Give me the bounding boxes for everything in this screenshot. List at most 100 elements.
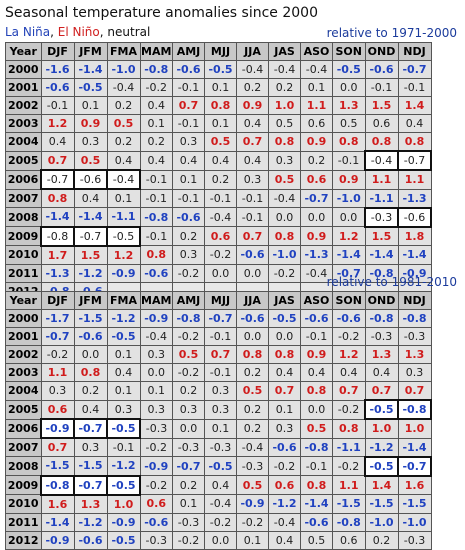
anomaly-cell: 0.1 — [172, 169, 205, 190]
anomaly-cell: 0.4 — [397, 114, 432, 133]
anomaly-cell: 0.1 — [139, 381, 173, 401]
column-header-jfm: JFM — [73, 291, 108, 310]
anomaly-cell: 0.3 — [172, 399, 205, 420]
anomaly-cell: -1.3 — [40, 263, 75, 283]
anomaly-cell: -0.8 — [172, 309, 205, 328]
anomaly-cell: -0.7 — [397, 150, 432, 171]
year-cell: 2003 — [5, 363, 42, 382]
anomaly-cell: -1.6 — [40, 60, 75, 79]
column-header-ond: OND — [364, 42, 399, 61]
anomaly-cell: 0.2 — [106, 132, 141, 152]
column-header-jja: JJA — [236, 291, 269, 310]
anomaly-cell: 0.1 — [236, 530, 269, 550]
column-header-amj: AMJ — [172, 42, 205, 61]
year-cell: 2009 — [5, 226, 42, 246]
column-header-year: Year — [5, 42, 42, 61]
anomaly-cell: 0.8 — [300, 381, 333, 401]
anomaly-cell: 0.0 — [268, 327, 301, 346]
anomaly-cell: -0.4 — [300, 60, 333, 79]
reference-period-label-2: relative to 1981-2010 — [326, 275, 457, 289]
anomaly-cell: 0.8 — [332, 132, 366, 152]
anomaly-cell: -0.6 — [332, 309, 366, 328]
anomaly-cell: 0.3 — [397, 363, 432, 382]
anomaly-cell: 0.1 — [204, 78, 237, 97]
anomaly-cell: -0.6 — [364, 60, 399, 79]
anomaly-cell: -0.1 — [139, 188, 173, 208]
anomaly-cell: 0.2 — [172, 381, 205, 401]
anomaly-cell: -0.3 — [397, 530, 432, 550]
anomaly-cell: 0.3 — [40, 381, 75, 401]
anomaly-cell: 1.0 — [397, 418, 432, 439]
table-row: 2006 -0.7 -0.6 -0.4 -0.1 0.1 0.2 0.3 0.5 0.6 0.9 1.… — [5, 169, 432, 190]
anomaly-cell: -0.8 — [332, 512, 366, 532]
anomaly-cell: 0.0 — [300, 399, 333, 420]
anomaly-cell: 0.4 — [73, 399, 108, 420]
anomaly-cell: -0.7 — [397, 455, 432, 477]
anomaly-cell: -0.3 — [364, 206, 399, 228]
anomaly-cell: -0.2 — [268, 263, 301, 283]
anomaly-cell: -0.2 — [139, 437, 173, 457]
anomaly-cell: -0.5 — [106, 225, 141, 247]
anomaly-cell: -1.0 — [397, 512, 432, 532]
anomaly-cell: 0.3 — [73, 132, 108, 152]
anomaly-cell: -1.4 — [332, 245, 366, 265]
anomaly-cell: -0.8 — [364, 309, 399, 328]
anomaly-cell: 0.8 — [332, 418, 366, 439]
anomaly-cell: -0.3 — [397, 327, 432, 346]
year-cell: 2010 — [5, 245, 42, 265]
anomaly-cell: -0.1 — [204, 363, 237, 382]
anomaly-cell: 0.7 — [364, 381, 399, 401]
anomaly-cell: 0.9 — [300, 345, 333, 364]
anomaly-cell: -0.8 — [40, 474, 75, 496]
anomaly-cell: 0.9 — [332, 169, 366, 190]
anomaly-cell: 1.3 — [332, 96, 366, 115]
anomaly-cell: -0.6 — [236, 309, 269, 328]
anomaly-cell: -1.0 — [332, 188, 366, 208]
anomaly-cell: -1.0 — [106, 60, 141, 79]
anomaly-cell: -1.5 — [40, 456, 75, 476]
table-row: 2003 1.1 0.8 0.4 0.0 -0.2 -0.1 0.2 0.4 0.4 0.4 0.4 0… — [5, 363, 432, 382]
anomaly-cell: 0.8 — [139, 245, 173, 265]
anomaly-cell: 0.7 — [397, 381, 432, 401]
anomaly-cell: -0.4 — [106, 169, 141, 190]
anomaly-cell: -0.2 — [236, 512, 269, 532]
anomaly-cell: -0.8 — [139, 60, 173, 79]
anomaly-cell: -0.6 — [300, 309, 333, 328]
anomaly-cell: 0.5 — [73, 150, 108, 171]
anomaly-cell: 1.3 — [397, 345, 432, 364]
table-row: 2000 -1.6 -1.4 -1.0 -0.8 -0.6 -0.5 -0.4 -0.4 -0.4… — [5, 60, 432, 79]
anomaly-cell: -0.4 — [268, 188, 301, 208]
anomaly-cell: 0.3 — [139, 399, 173, 420]
anomaly-cell: -1.5 — [332, 494, 366, 514]
anomaly-cell: 0.1 — [268, 399, 301, 420]
page-title: Seasonal temperature anomalies since 200… — [5, 5, 318, 21]
anomaly-cell: 0.6 — [139, 494, 173, 514]
anomaly-cell: 0.2 — [236, 78, 269, 97]
anomaly-cell: -0.4 — [236, 437, 269, 457]
anomaly-cell: 0.7 — [332, 381, 366, 401]
anomaly-cell: -0.5 — [268, 309, 301, 328]
table-header-row: Year DJF JFM FMA MAM AMJ MJJ JJA JAS ASO SON OND NDJ — [5, 42, 432, 61]
anomaly-cell: 0.0 — [332, 207, 366, 227]
table-row: 2005 0.7 0.5 0.4 0.4 0.4 0.4 0.4 0.3 0.2 -0.1 -0.4-… — [5, 150, 432, 171]
anomaly-cell: -1.4 — [300, 494, 333, 514]
anomaly-cell: -0.1 — [364, 78, 399, 97]
anomaly-cell: -0.8 — [139, 207, 173, 227]
anomaly-cell: -0.8 — [40, 225, 75, 247]
anomaly-cell: -0.4 — [364, 150, 399, 171]
year-cell: 2009 — [5, 475, 42, 495]
anomaly-cell: 0.2 — [73, 381, 108, 401]
table-row: 2009 -0.8 -0.7 -0.5 -0.1 0.2 0.6 0.7 0.8 0.9 1.2 1.… — [5, 225, 432, 247]
anomaly-cell: 0.1 — [204, 114, 237, 133]
anomaly-cell: 1.2 — [332, 345, 366, 364]
anomaly-cell: -1.2 — [106, 456, 141, 476]
legend-la-nina: La Niña — [5, 25, 51, 39]
anomaly-cell: 0.7 — [236, 226, 269, 246]
anomaly-cell: -0.3 — [204, 437, 237, 457]
column-header-ndj: NDJ — [397, 291, 432, 310]
anomaly-cell: 1.4 — [397, 96, 432, 115]
anomaly-cell: 0.3 — [236, 169, 269, 190]
anomaly-cell: 1.6 — [397, 475, 432, 495]
anomaly-cell: -0.1 — [332, 150, 366, 171]
anomaly-cell: 0.1 — [73, 96, 108, 115]
